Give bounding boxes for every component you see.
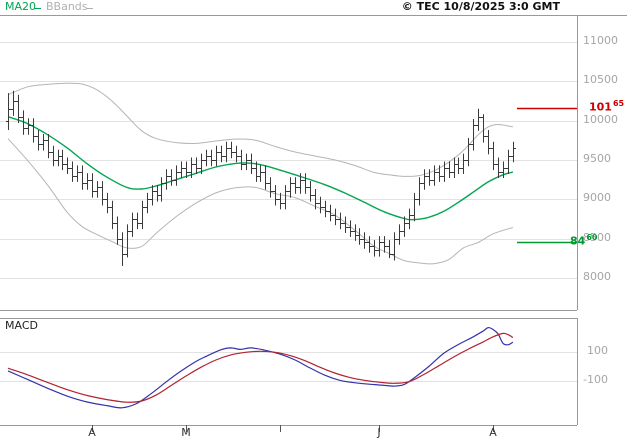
ma20-line-swatch-icon <box>34 8 41 9</box>
support-level-label: 8460 <box>570 233 598 248</box>
price-axis-label: 9500 <box>583 152 611 165</box>
x-axis-label: A <box>489 426 497 439</box>
macd-panel-label: MACD <box>5 319 38 332</box>
resistance-level-value: 101 <box>589 100 612 114</box>
price-axis-label: 10500 <box>583 73 618 86</box>
bbands-line-swatch-icon <box>86 8 93 9</box>
price-axis-label: 8500 <box>583 231 611 244</box>
price-axis-label: 11000 <box>583 34 618 47</box>
macd-axis-label: 100 <box>587 344 608 357</box>
x-axis-label: A <box>88 426 96 439</box>
resistance-level-decimals: 65 <box>612 99 625 108</box>
price-axis-label: 8000 <box>583 270 611 283</box>
price-axis-label: 10000 <box>583 113 618 126</box>
ma20-legend-label: MA20 <box>5 0 37 13</box>
macd-axis-label: -100 <box>583 373 608 386</box>
resistance-level-label: 10165 <box>589 99 625 114</box>
price-axis-label: 9000 <box>583 191 611 204</box>
bbands-legend-label: BBands <box>46 0 88 13</box>
copyright-text: © TEC 10/8/2025 3:0 GMT <box>401 0 560 13</box>
support-level-decimals: 60 <box>586 233 598 242</box>
support-level-value: 84 <box>570 234 586 248</box>
x-axis-label: M <box>181 426 191 439</box>
x-axis-label: J <box>377 426 381 439</box>
